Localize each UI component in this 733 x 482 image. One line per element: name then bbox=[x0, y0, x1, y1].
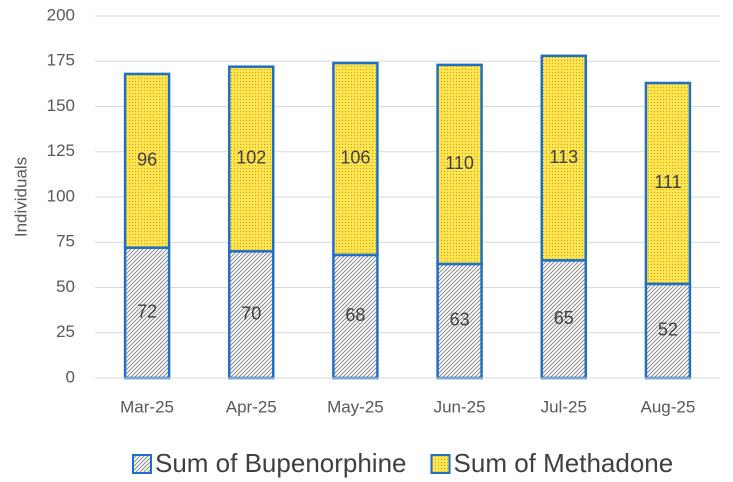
bar-segment bbox=[436, 63, 483, 266]
bar-segment bbox=[123, 72, 171, 249]
y-tick-label: 150 bbox=[47, 96, 75, 115]
data-label: 68 bbox=[345, 305, 365, 325]
x-tick-label: Jun-25 bbox=[434, 397, 486, 416]
legend-label: Sum of Bupenorphine bbox=[155, 448, 407, 478]
x-tick-label: Aug-25 bbox=[641, 397, 696, 416]
data-label: 72 bbox=[137, 302, 157, 322]
data-label: 113 bbox=[549, 147, 578, 167]
y-tick-label: 25 bbox=[56, 322, 75, 341]
bar-segment bbox=[644, 81, 692, 286]
data-label: 70 bbox=[241, 303, 261, 323]
data-label: 102 bbox=[236, 148, 266, 168]
data-label: 63 bbox=[450, 310, 470, 330]
legend-swatch bbox=[132, 454, 152, 474]
data-label: 110 bbox=[445, 153, 474, 173]
y-tick-label: 100 bbox=[47, 186, 75, 205]
data-label: 96 bbox=[137, 150, 157, 170]
bar-segment bbox=[228, 65, 275, 253]
bar-segment bbox=[540, 259, 587, 380]
data-label: 106 bbox=[340, 148, 370, 168]
data-label: 111 bbox=[654, 172, 681, 192]
x-tick-label: Mar-25 bbox=[120, 397, 174, 416]
x-tick-label: Jul-25 bbox=[541, 397, 587, 416]
bar-segment bbox=[540, 54, 587, 262]
y-tick-label: 50 bbox=[56, 277, 75, 296]
y-tick-label: 175 bbox=[47, 51, 75, 70]
data-label: 52 bbox=[658, 320, 678, 340]
y-tick-label: 0 bbox=[66, 367, 75, 386]
y-tick-label: 75 bbox=[56, 232, 75, 251]
legend-label: Sum of Methadone bbox=[454, 448, 674, 478]
y-tick-label: 200 bbox=[47, 5, 75, 24]
y-tick-label: 125 bbox=[47, 141, 75, 160]
data-label: 65 bbox=[554, 308, 574, 328]
x-tick-label: May-25 bbox=[327, 397, 384, 416]
bar-segment bbox=[332, 61, 379, 257]
x-tick-label: Apr-25 bbox=[226, 397, 277, 416]
legend-swatch bbox=[430, 454, 451, 474]
y-axis-label: Individuals bbox=[11, 157, 30, 237]
